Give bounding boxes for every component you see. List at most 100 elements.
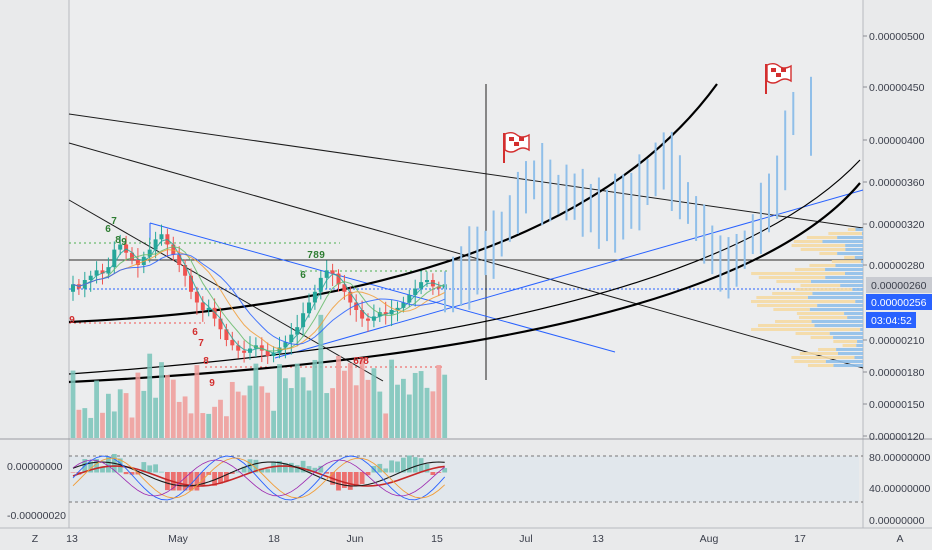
osc-histogram-bar bbox=[288, 462, 294, 473]
profile-row-buy bbox=[837, 252, 863, 255]
volume-bar bbox=[117, 389, 123, 438]
profile-row-sell bbox=[799, 352, 838, 355]
candle-body bbox=[401, 302, 406, 308]
profile-row-sell bbox=[793, 240, 823, 243]
osc-histogram-bar bbox=[229, 472, 235, 474]
td-label: 6 bbox=[300, 270, 306, 281]
auto-scale-button[interactable]: A bbox=[896, 533, 903, 545]
osc-histogram-bar bbox=[318, 465, 324, 473]
volume-bar bbox=[294, 363, 300, 438]
time-tick-label: May bbox=[168, 533, 189, 545]
volume-bar bbox=[277, 364, 282, 438]
volume-bar bbox=[283, 378, 288, 438]
price-axis[interactable]: 0.00000500 0.00000450 0.00000400 0.00000360… bbox=[7, 31, 930, 527]
profile-row-sell bbox=[831, 260, 861, 263]
candle-body bbox=[100, 270, 105, 274]
volume-bar bbox=[182, 396, 188, 438]
volume-bar bbox=[170, 379, 176, 438]
price-pane bbox=[69, 0, 863, 438]
td-label: 8 bbox=[313, 250, 319, 261]
volume-bar bbox=[271, 410, 276, 438]
volume-bar bbox=[224, 416, 229, 438]
volume-bar bbox=[165, 374, 170, 438]
osc-histogram-bar bbox=[159, 471, 164, 473]
osc-histogram-bar bbox=[194, 472, 200, 491]
volume-bar bbox=[206, 413, 212, 438]
candle-body bbox=[301, 313, 306, 328]
price-tags: 0.00000260 0.00000256 03:04:52 bbox=[866, 277, 932, 328]
candle-body bbox=[118, 244, 123, 250]
zoom-button[interactable]: Z bbox=[32, 533, 39, 545]
osc-histogram-bar bbox=[412, 457, 418, 473]
profile-row-buy bbox=[845, 248, 863, 251]
osc-histogram-bar bbox=[88, 461, 94, 473]
price-tick-label: 0.00000210 bbox=[869, 335, 925, 347]
volume-bar bbox=[111, 411, 117, 438]
profile-row-buy bbox=[817, 304, 863, 307]
candle-body bbox=[224, 329, 229, 340]
osc-histogram-bar bbox=[176, 472, 182, 491]
profile-row-buy bbox=[835, 264, 863, 267]
volume-bar bbox=[342, 370, 347, 438]
profile-row-sell bbox=[773, 308, 810, 311]
time-tick-label: 13 bbox=[66, 533, 78, 545]
candle-body bbox=[342, 284, 347, 292]
profile-row-sell bbox=[800, 284, 841, 287]
profile-row-buy bbox=[825, 268, 863, 271]
volume-profile bbox=[751, 228, 863, 367]
candle-body bbox=[242, 350, 247, 353]
profile-row-buy bbox=[862, 232, 863, 235]
volume-bar bbox=[153, 397, 158, 438]
profile-row-sell bbox=[775, 320, 812, 323]
time-axis[interactable]: 13 May 18 Jun 15 Jul 13 Aug 17 Z A bbox=[32, 533, 904, 545]
volume-bar bbox=[100, 412, 105, 438]
volume-bar bbox=[300, 377, 306, 438]
volume-bar bbox=[82, 408, 88, 438]
profile-row-sell bbox=[844, 256, 855, 259]
candle-body bbox=[135, 259, 140, 265]
profile-row-sell bbox=[758, 324, 815, 327]
ma-short bbox=[72, 238, 445, 354]
osc-histogram-bar bbox=[389, 460, 394, 473]
osc-histogram-bar bbox=[123, 472, 129, 475]
profile-row-buy bbox=[844, 272, 863, 275]
candle-body bbox=[71, 284, 75, 292]
profile-row-sell bbox=[757, 304, 818, 307]
osc-histogram-bar bbox=[94, 459, 99, 473]
profile-row-sell bbox=[794, 268, 826, 271]
volume-bar bbox=[324, 393, 330, 438]
candle-body bbox=[354, 302, 359, 310]
candle-body bbox=[218, 318, 223, 330]
price-tag-label: 0.00000256 bbox=[871, 297, 927, 309]
osc-histogram-bar bbox=[395, 461, 400, 473]
volume-bar bbox=[430, 391, 436, 438]
candle-body bbox=[159, 234, 164, 240]
candle-body bbox=[236, 345, 241, 351]
volume-bar bbox=[141, 390, 147, 438]
candle-body bbox=[330, 270, 335, 274]
osc-left-tick-label: -0.00000020 bbox=[7, 510, 66, 522]
profile-row-sell bbox=[809, 264, 836, 267]
osc-histogram-bar bbox=[294, 465, 300, 473]
profile-row-sell bbox=[791, 356, 855, 359]
volume-bar bbox=[371, 368, 377, 438]
parabolic-arc bbox=[68, 159, 861, 375]
time-tick-label: 15 bbox=[431, 533, 443, 545]
candle-body bbox=[177, 254, 182, 265]
profile-row-buy bbox=[856, 344, 863, 347]
price-tick-label: 0.00000500 bbox=[869, 31, 925, 43]
candle-body bbox=[230, 340, 235, 346]
osc-histogram-bar bbox=[312, 467, 318, 473]
profile-row-sell bbox=[807, 364, 834, 367]
candle-body bbox=[419, 282, 424, 289]
candle-body bbox=[360, 310, 365, 319]
profile-row-buy bbox=[860, 260, 863, 263]
profile-row-buy bbox=[811, 280, 863, 283]
price-tick-label: 0.00000150 bbox=[869, 399, 925, 411]
candle-body bbox=[94, 270, 99, 276]
candle-body bbox=[200, 302, 205, 310]
volume-bar bbox=[200, 413, 206, 438]
price-tick-label: 0.00000280 bbox=[869, 260, 925, 272]
profile-row-sell bbox=[842, 344, 857, 347]
